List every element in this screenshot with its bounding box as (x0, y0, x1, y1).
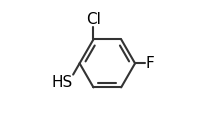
Text: HS: HS (51, 75, 73, 90)
Text: F: F (146, 56, 155, 71)
Text: Cl: Cl (86, 12, 101, 27)
